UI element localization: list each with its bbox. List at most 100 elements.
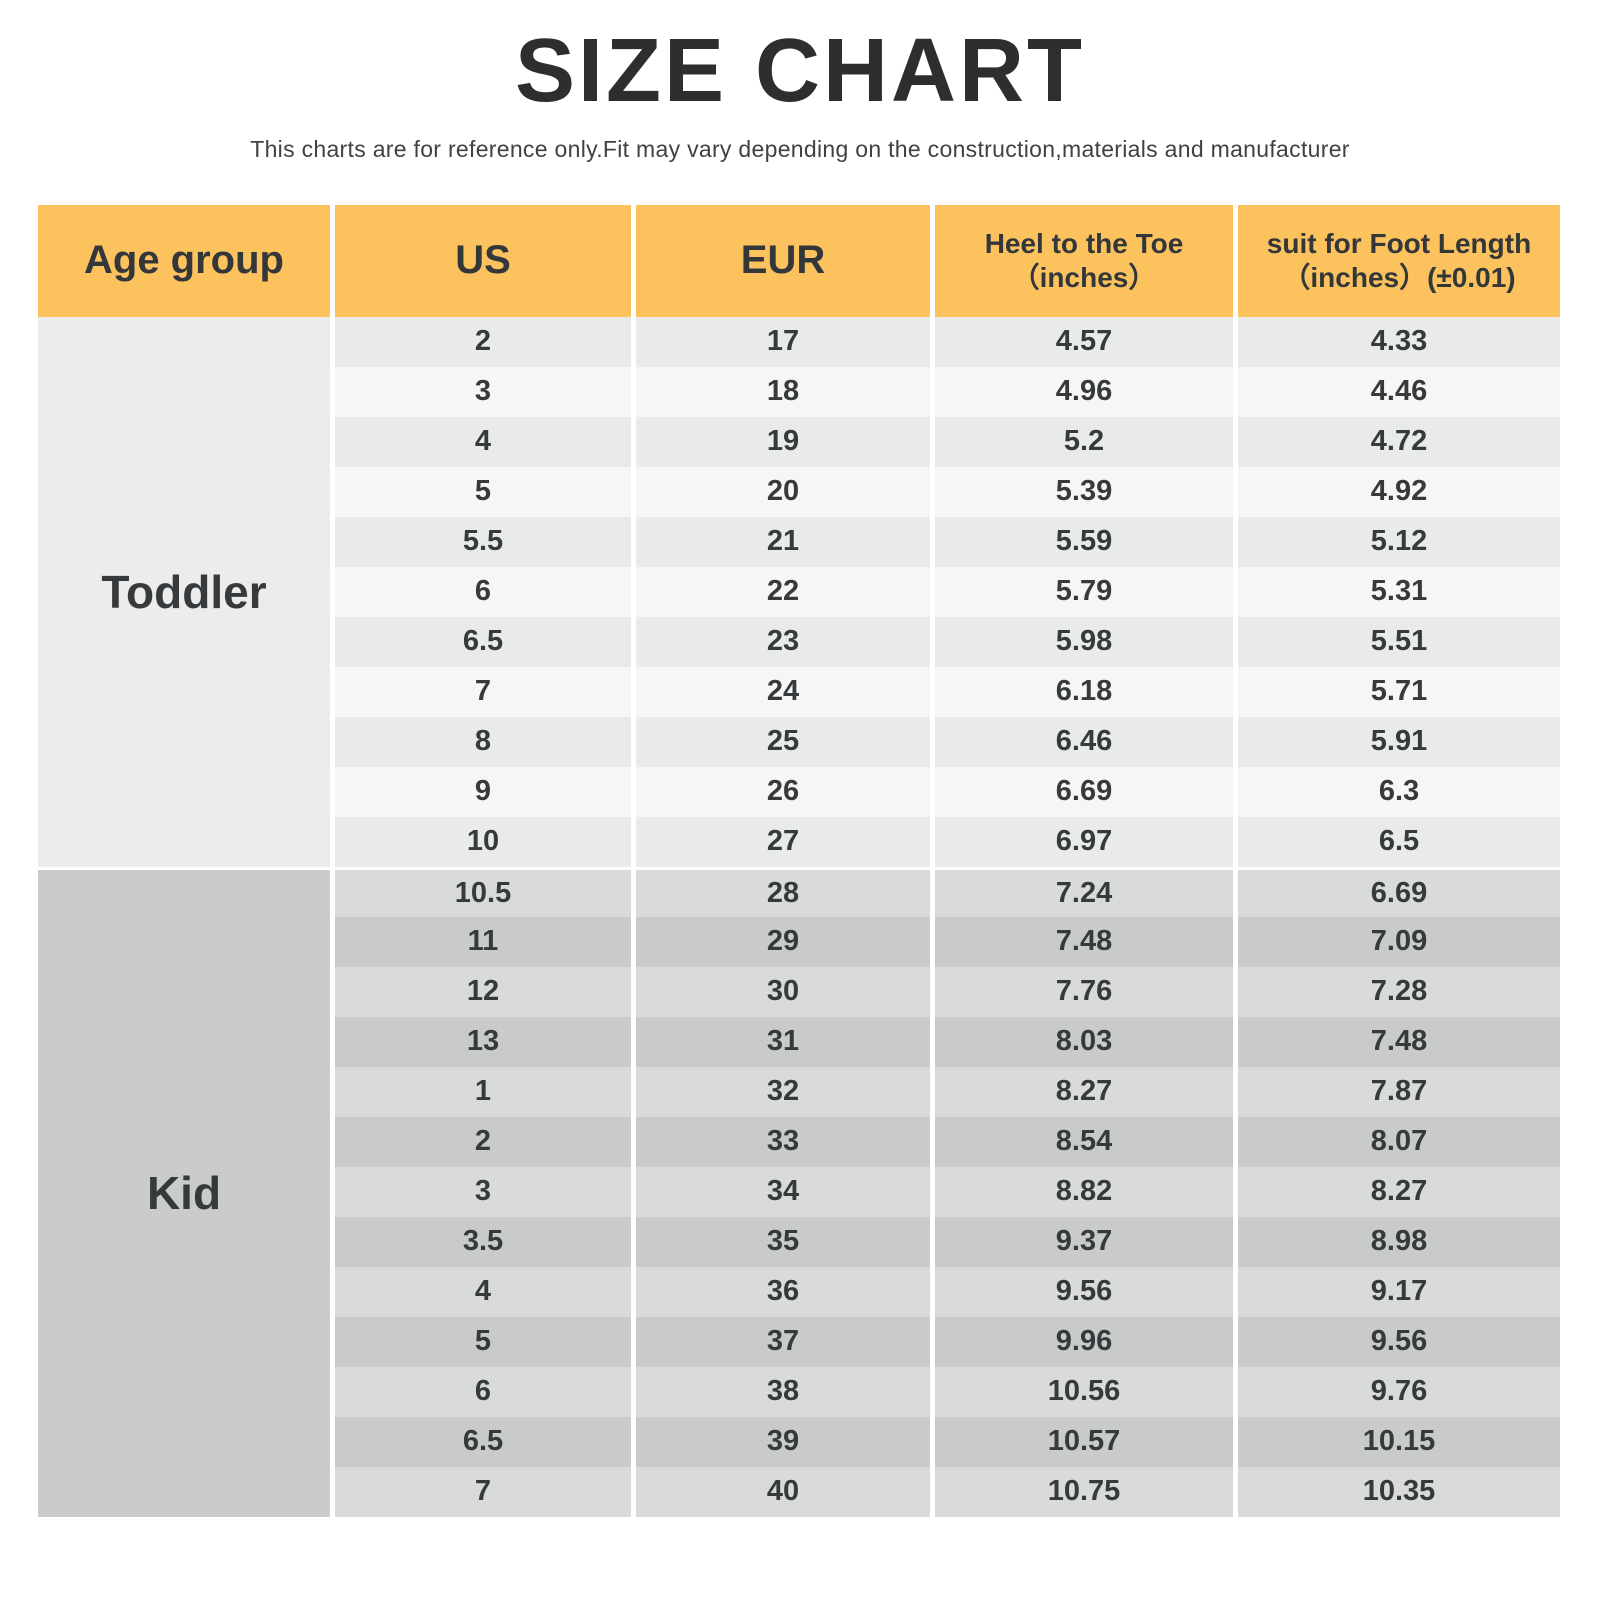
cell-us-toddler-row7: 6.5 [335,616,631,667]
cell-heel-to-toe-toddler-row4: 5.39 [935,466,1233,517]
cell-foot-length-toddler-row2: 4.46 [1238,366,1560,417]
cell-eur-kid-row9: 36 [636,1266,930,1317]
cell-heel-to-toe-toddler-row3: 5.2 [935,416,1233,467]
column-header-line: Age group [84,238,284,283]
cell-heel-to-toe-kid-row10: 9.96 [935,1316,1233,1367]
cell-foot-length-kid-row8: 8.98 [1238,1216,1560,1267]
cell-heel-to-toe-toddler-row1: 4.57 [935,316,1233,367]
cell-eur-toddler-row5: 21 [636,516,930,567]
cell-foot-length-toddler-row11: 6.5 [1238,816,1560,867]
cell-eur-kid-row3: 30 [636,966,930,1017]
cell-eur-toddler-row1: 17 [636,316,930,367]
cell-foot-length-kid-row10: 9.56 [1238,1316,1560,1367]
cell-foot-length-kid-row3: 7.28 [1238,966,1560,1017]
cell-us-kid-row11: 6 [335,1366,631,1417]
cell-heel-to-toe-toddler-row9: 6.46 [935,716,1233,767]
size-table: Age group US EUR Heel to the Toe （inches） sui… [38,204,1560,1517]
cell-eur-toddler-row10: 26 [636,766,930,817]
cell-eur-kid-row11: 38 [636,1366,930,1417]
cell-us-kid-row7: 3 [335,1166,631,1217]
cell-eur-toddler-row7: 23 [636,616,930,667]
cell-foot-length-kid-row5: 7.87 [1238,1066,1560,1117]
cell-heel-to-toe-toddler-row2: 4.96 [935,366,1233,417]
cell-heel-to-toe-kid-row8: 9.37 [935,1216,1233,1267]
cell-us-toddler-row3: 4 [335,416,631,467]
cell-heel-to-toe-kid-row6: 8.54 [935,1116,1233,1167]
cell-foot-length-kid-row13: 10.35 [1238,1466,1560,1517]
cell-us-toddler-row1: 2 [335,316,631,367]
cell-heel-to-toe-toddler-row7: 5.98 [935,616,1233,667]
cell-us-kid-row1: 10.5 [335,866,631,917]
cell-heel-to-toe-toddler-row6: 5.79 [935,566,1233,617]
cell-us-kid-row3: 12 [335,966,631,1017]
cell-heel-to-toe-kid-row4: 8.03 [935,1016,1233,1067]
column-header-age-group: Age group [38,204,330,317]
cell-heel-to-toe-toddler-row5: 5.59 [935,516,1233,567]
column-header-foot-length: suit for Foot Length （inches）(±0.01) [1238,204,1560,317]
cell-foot-length-toddler-row6: 5.31 [1238,566,1560,617]
cell-us-kid-row5: 1 [335,1066,631,1117]
cell-foot-length-kid-row7: 8.27 [1238,1166,1560,1217]
disclaimer-text: This charts are for reference only.Fit m… [250,135,1350,162]
cell-heel-to-toe-toddler-row10: 6.69 [935,766,1233,817]
cell-eur-kid-row10: 37 [636,1316,930,1367]
cell-eur-kid-row13: 40 [636,1466,930,1517]
cell-heel-to-toe-kid-row3: 7.76 [935,966,1233,1017]
cell-heel-to-toe-kid-row5: 8.27 [935,1066,1233,1117]
cell-eur-kid-row12: 39 [636,1416,930,1467]
column-header-line: EUR [740,238,826,283]
cell-eur-kid-row4: 31 [636,1016,930,1067]
cell-foot-length-toddler-row7: 5.51 [1238,616,1560,667]
cell-us-toddler-row9: 8 [335,716,631,767]
cell-eur-toddler-row6: 22 [636,566,930,617]
column-header-line: Heel to the Toe [984,227,1184,259]
cell-us-kid-row10: 5 [335,1316,631,1367]
cell-us-toddler-row6: 6 [335,566,631,617]
cell-eur-kid-row6: 33 [636,1116,930,1167]
cell-eur-toddler-row8: 24 [636,666,930,717]
cell-us-toddler-row4: 5 [335,466,631,517]
cell-us-kid-row4: 13 [335,1016,631,1067]
cell-foot-length-toddler-row10: 6.3 [1238,766,1560,817]
column-header-line: suit for Foot Length [1266,227,1532,259]
cell-foot-length-toddler-row4: 4.92 [1238,466,1560,517]
cell-heel-to-toe-kid-row12: 10.57 [935,1416,1233,1467]
age-group-cell-kid: Kid [38,866,330,1517]
cell-us-toddler-row11: 10 [335,816,631,867]
cell-heel-to-toe-kid-row11: 10.56 [935,1366,1233,1417]
cell-heel-to-toe-kid-row13: 10.75 [935,1466,1233,1517]
cell-foot-length-kid-row2: 7.09 [1238,916,1560,967]
cell-eur-toddler-row4: 20 [636,466,930,517]
cell-eur-kid-row1: 28 [636,866,930,917]
column-header-line: （inches） [1011,261,1157,293]
column-header-eur: EUR [636,204,930,317]
cell-eur-kid-row5: 32 [636,1066,930,1117]
cell-heel-to-toe-kid-row2: 7.48 [935,916,1233,967]
cell-foot-length-toddler-row1: 4.33 [1238,316,1560,367]
cell-foot-length-toddler-row3: 4.72 [1238,416,1560,467]
cell-eur-toddler-row3: 19 [636,416,930,467]
cell-us-toddler-row2: 3 [335,366,631,417]
cell-us-toddler-row5: 5.5 [335,516,631,567]
cell-eur-toddler-row11: 27 [636,816,930,867]
cell-foot-length-kid-row11: 9.76 [1238,1366,1560,1417]
cell-eur-toddler-row9: 25 [636,716,930,767]
column-header-line: （inches）(±0.01) [1282,261,1516,293]
cell-foot-length-kid-row6: 8.07 [1238,1116,1560,1167]
page-title: SIZE CHART [515,21,1085,121]
column-header-line: US [455,238,511,283]
cell-us-kid-row9: 4 [335,1266,631,1317]
cell-heel-to-toe-kid-row9: 9.56 [935,1266,1233,1317]
cell-us-kid-row12: 6.5 [335,1416,631,1467]
cell-us-kid-row13: 7 [335,1466,631,1517]
cell-foot-length-kid-row9: 9.17 [1238,1266,1560,1317]
cell-foot-length-kid-row4: 7.48 [1238,1016,1560,1067]
cell-eur-kid-row8: 35 [636,1216,930,1267]
age-group-cell-toddler: Toddler [38,316,330,867]
cell-heel-to-toe-toddler-row8: 6.18 [935,666,1233,717]
cell-foot-length-toddler-row9: 5.91 [1238,716,1560,767]
column-header-heel-to-toe: Heel to the Toe （inches） [935,204,1233,317]
cell-us-kid-row6: 2 [335,1116,631,1167]
cell-foot-length-kid-row1: 6.69 [1238,866,1560,917]
